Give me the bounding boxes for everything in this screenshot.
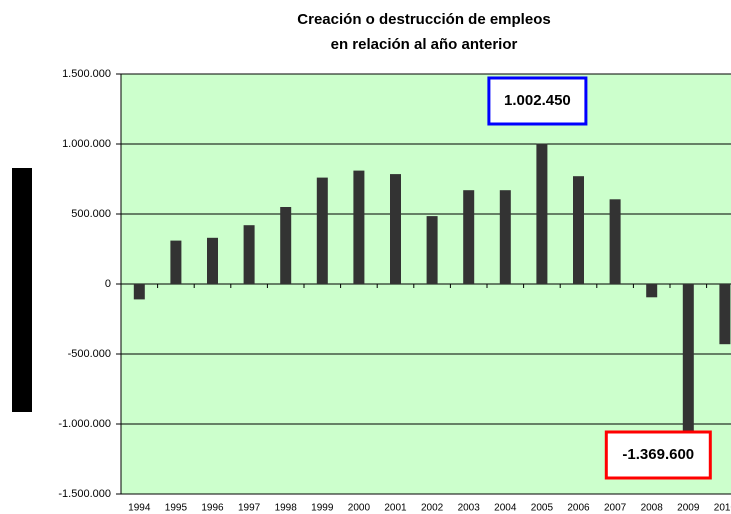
y-tick-label: 0 bbox=[105, 278, 111, 290]
bar bbox=[390, 174, 401, 284]
x-tick-label: 2001 bbox=[384, 503, 407, 514]
x-tick-label: 1995 bbox=[165, 503, 188, 514]
x-tick-label: 1994 bbox=[128, 503, 151, 514]
x-tick-label: 1996 bbox=[201, 503, 224, 514]
bar bbox=[499, 190, 511, 284]
bar bbox=[573, 176, 584, 284]
x-tick-label: 2008 bbox=[641, 503, 664, 514]
value-label: 1.002.450 bbox=[504, 92, 571, 109]
bar bbox=[280, 207, 292, 284]
x-tick-label: 2007 bbox=[604, 503, 627, 514]
y-tick-label: 1.500.000 bbox=[62, 68, 111, 80]
x-tick-label: 2009 bbox=[677, 503, 700, 514]
x-tick-label: 2006 bbox=[567, 503, 590, 514]
bar bbox=[609, 199, 621, 284]
x-tick-label: 2000 bbox=[348, 503, 371, 514]
x-tick-label: 2002 bbox=[421, 503, 444, 514]
y-tick-label: 1.000.000 bbox=[62, 138, 111, 150]
bar bbox=[133, 284, 145, 300]
x-tick-label: 1997 bbox=[238, 503, 261, 514]
value-label-box bbox=[604, 430, 712, 480]
bar bbox=[426, 216, 438, 284]
bar bbox=[719, 284, 731, 345]
bar bbox=[316, 177, 328, 284]
bar bbox=[463, 190, 475, 284]
bar bbox=[536, 143, 548, 284]
y-tick-label: -500.000 bbox=[68, 348, 111, 360]
axis-label-block bbox=[12, 168, 32, 412]
y-tick-label: -1.000.000 bbox=[58, 418, 111, 430]
x-tick-label: 2010 bbox=[714, 503, 731, 514]
y-tick-label: 500.000 bbox=[71, 208, 111, 220]
y-tick-label: -1.500.000 bbox=[58, 488, 111, 500]
bar bbox=[682, 284, 694, 476]
x-tick-label: 2004 bbox=[494, 503, 517, 514]
chart-title: Creación o destrucción de empleos bbox=[297, 11, 550, 28]
value-label-box bbox=[487, 76, 588, 126]
x-tick-label: 2005 bbox=[531, 503, 554, 514]
x-tick-label: 2003 bbox=[458, 503, 481, 514]
x-tick-label: 1998 bbox=[275, 503, 298, 514]
bar bbox=[243, 225, 255, 284]
value-label: -1.369.600 bbox=[622, 446, 694, 463]
bar bbox=[646, 284, 658, 298]
bar bbox=[207, 237, 218, 284]
bar bbox=[353, 170, 365, 284]
chart-title: en relación al año anterior bbox=[331, 36, 518, 53]
x-tick-label: 1999 bbox=[311, 503, 334, 514]
bar bbox=[170, 240, 182, 284]
